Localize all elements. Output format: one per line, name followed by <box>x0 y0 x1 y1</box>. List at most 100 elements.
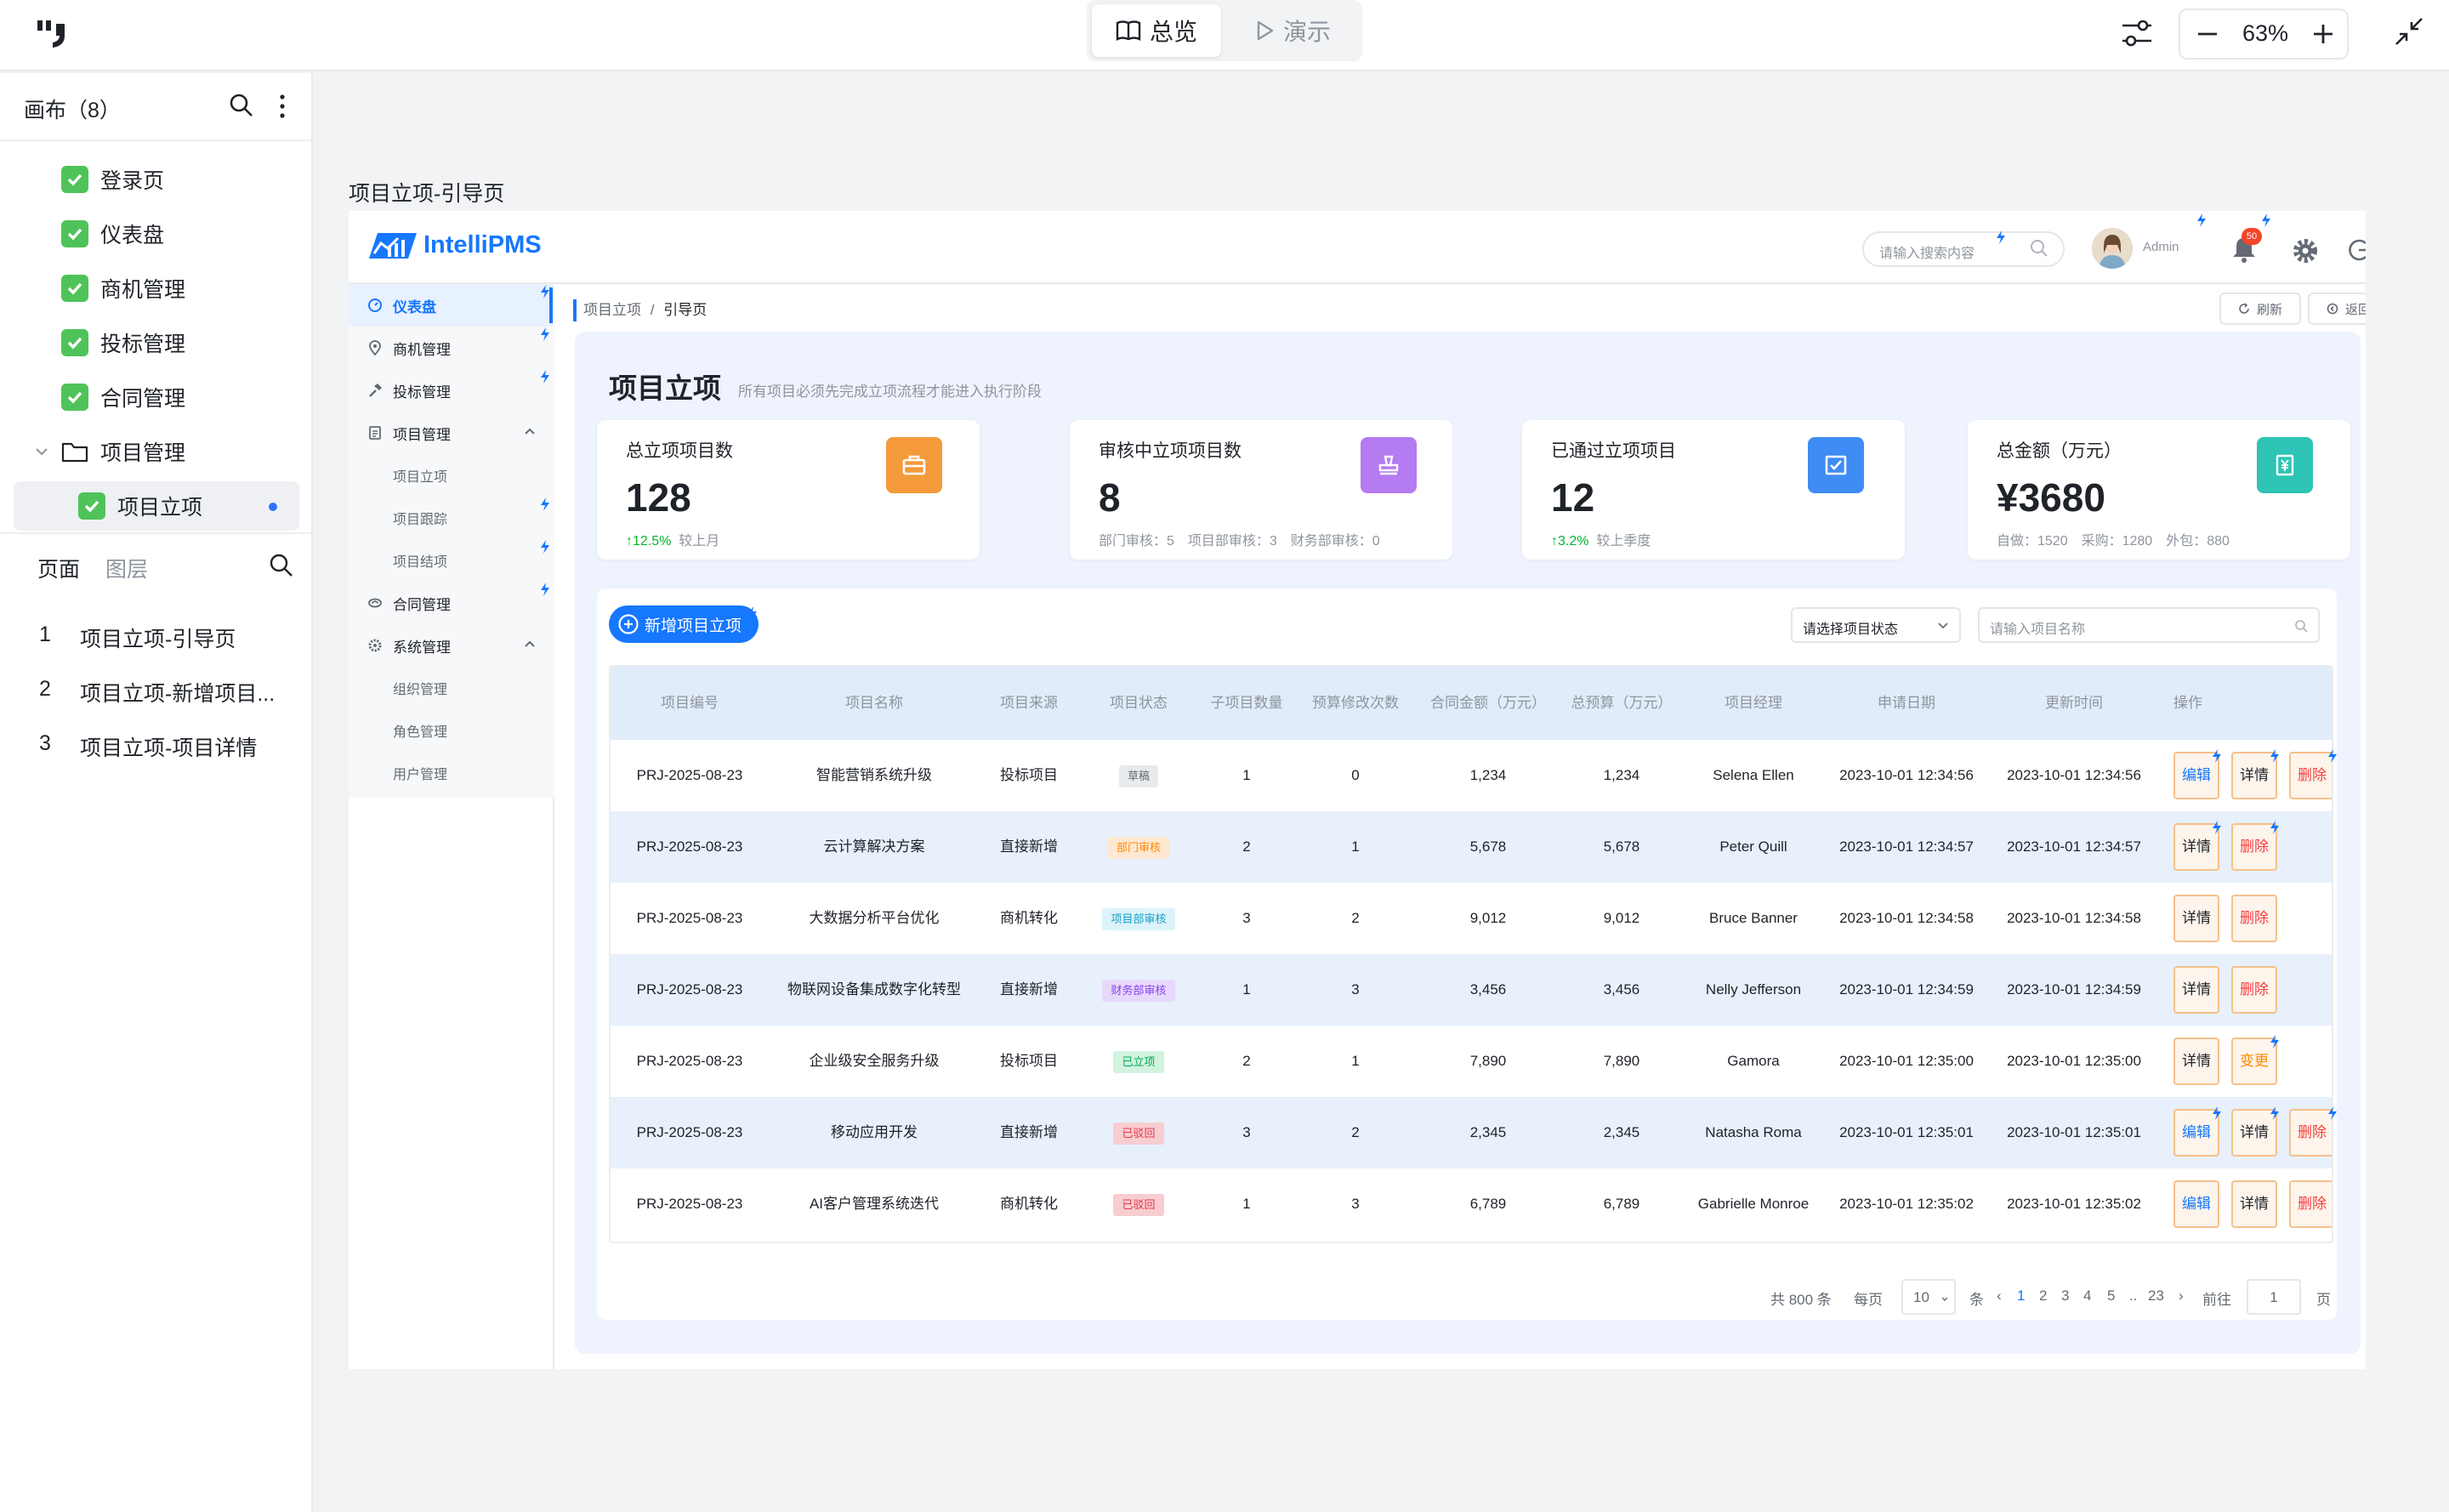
detail-button[interactable]: 详情 <box>2231 752 2277 799</box>
zoom-level[interactable]: 63% <box>2242 20 2289 46</box>
column-header[interactable]: 子项目数量 <box>1210 695 1283 711</box>
refresh-button[interactable]: 刷新 <box>2219 293 2301 325</box>
global-search-input[interactable]: 请输入搜索内容 <box>1862 231 2065 267</box>
search-icon[interactable] <box>228 92 255 119</box>
page-link[interactable]: 5 <box>2107 1287 2116 1304</box>
page-link[interactable]: 23 <box>2148 1287 2164 1304</box>
table-row[interactable]: PRJ-2025-08-23 企业级安全服务升级 投标项目 已立项 2 1 7,… <box>611 1026 2332 1097</box>
menu-item-bidding[interactable]: 投标管理 <box>349 369 553 412</box>
cell-status: 项目部审核 <box>1078 883 1199 954</box>
menu-item-org[interactable]: 组织管理 <box>349 667 553 709</box>
table-row[interactable]: PRJ-2025-08-23 智能营销系统升级 投标项目 草稿 1 0 1,23… <box>611 740 2332 811</box>
search-icon[interactable] <box>2294 619 2308 633</box>
search-icon[interactable] <box>2029 238 2049 259</box>
stat-card-total: 总立项项目数 128 ↑12.5% 较上月 <box>597 420 980 560</box>
delete-button[interactable]: 删除 <box>2231 895 2277 942</box>
column-header[interactable]: 更新时间 <box>2045 695 2103 711</box>
detail-button[interactable]: 详情 <box>2173 1037 2219 1085</box>
tab-pages[interactable]: 页面 <box>37 558 81 582</box>
table-row[interactable]: PRJ-2025-08-23 AI客户管理系统迭代 商机转化 已驳回 1 3 6… <box>611 1168 2332 1240</box>
menu-item-system[interactable]: 系统管理 <box>349 624 553 667</box>
menu-label: 仪表盘 <box>393 298 436 315</box>
overview-button[interactable]: 总览 <box>1092 4 1221 57</box>
canvas-folder-project[interactable]: 项目管理 <box>0 427 311 476</box>
page-item[interactable]: 2 项目立项-新增项目... <box>0 663 311 714</box>
menu-item-user[interactable]: 用户管理 <box>349 752 553 794</box>
back-button[interactable]: 返回 <box>2308 293 2366 325</box>
avatar[interactable] <box>2092 228 2133 269</box>
delete-button[interactable]: 删除 <box>2289 1180 2332 1228</box>
delete-button[interactable]: 删除 <box>2289 752 2332 799</box>
canvas-item-project-approval[interactable]: 项目立项 <box>14 481 299 531</box>
column-header[interactable]: 项目编号 <box>661 695 719 711</box>
change-button[interactable]: 变更 <box>2231 1037 2277 1085</box>
more-vertical-icon[interactable] <box>272 92 293 121</box>
tab-layers[interactable]: 图层 <box>105 558 149 582</box>
present-button[interactable]: 演示 <box>1228 4 1357 57</box>
detail-button[interactable]: 详情 <box>2231 1180 2277 1228</box>
detail-button[interactable]: 详情 <box>2173 966 2219 1014</box>
canvas-item-dashboard[interactable]: 仪表盘 <box>0 209 311 259</box>
column-header[interactable]: 申请日期 <box>1878 695 1935 711</box>
edit-button[interactable]: 编辑 <box>2173 1109 2219 1157</box>
chevron-up-icon[interactable] <box>524 638 536 650</box>
column-header[interactable]: 项目经理 <box>1725 695 1782 711</box>
canvas-item-opportunity[interactable]: 商机管理 <box>0 264 311 313</box>
menu-item-project[interactable]: 项目管理 <box>349 412 553 454</box>
menu-item-contract[interactable]: 合同管理 <box>349 582 553 624</box>
column-header[interactable]: 项目来源 <box>1000 695 1058 711</box>
add-project-button[interactable]: 新增项目立项 <box>609 605 759 643</box>
edit-button[interactable]: 编辑 <box>2173 1180 2219 1228</box>
chevron-down-icon[interactable] <box>34 444 49 459</box>
canvas-item-contract[interactable]: 合同管理 <box>0 372 311 422</box>
page-item[interactable]: 1 项目立项-引导页 <box>0 609 311 660</box>
project-name-input[interactable]: 请输入项目名称 <box>1978 607 2320 643</box>
table-row[interactable]: PRJ-2025-08-23 物联网设备集成数字化转型 直接新增 财务部审核 1… <box>611 954 2332 1026</box>
menu-item-role[interactable]: 角色管理 <box>349 709 553 752</box>
detail-button[interactable]: 详情 <box>2231 1109 2277 1157</box>
user-name[interactable]: Admin <box>2143 240 2179 254</box>
page-link[interactable]: 3 <box>2061 1287 2070 1304</box>
page-item[interactable]: 3 项目立项-项目详情 <box>0 718 311 769</box>
app-logo-icon[interactable] <box>34 17 71 53</box>
detail-button[interactable]: 详情 <box>2173 823 2219 871</box>
delete-button[interactable]: 删除 <box>2231 966 2277 1014</box>
next-page-icon[interactable]: › <box>2179 1287 2184 1304</box>
menu-item-project-approval[interactable]: 项目立项 <box>349 454 553 497</box>
menu-item-project-closing[interactable]: 项目结项 <box>349 539 553 582</box>
page-size-select[interactable]: 10 <box>1901 1279 1956 1315</box>
table-row[interactable]: PRJ-2025-08-23 云计算解决方案 直接新增 部门审核 2 1 5,6… <box>611 811 2332 883</box>
search-icon[interactable] <box>269 553 294 578</box>
menu-item-dashboard[interactable]: 仪表盘 <box>349 284 553 327</box>
menu-item-opportunity[interactable]: 商机管理 <box>349 327 553 369</box>
logout-icon[interactable] <box>2347 236 2366 264</box>
zoom-in-icon[interactable] <box>2311 22 2335 46</box>
settings-sliders-icon[interactable] <box>2117 14 2156 53</box>
goto-page-input[interactable]: 1 <box>2247 1279 2301 1315</box>
column-header[interactable]: 项目名称 <box>845 695 903 711</box>
page-link-current[interactable]: 1 <box>2017 1287 2026 1304</box>
canvas-item-bidding[interactable]: 投标管理 <box>0 318 311 367</box>
breadcrumb-parent[interactable]: 项目立项 <box>583 302 641 318</box>
zoom-out-icon[interactable] <box>2196 22 2219 46</box>
gear-icon[interactable] <box>2291 236 2320 265</box>
prev-page-icon[interactable]: ‹ <box>1997 1287 2002 1304</box>
delete-button[interactable]: 删除 <box>2289 1109 2332 1157</box>
column-header[interactable]: 预算修改次数 <box>1312 695 1399 711</box>
menu-item-project-tracking[interactable]: 项目跟踪 <box>349 497 553 539</box>
status-select[interactable]: 请选择项目状态 <box>1791 607 1961 643</box>
table-row[interactable]: PRJ-2025-08-23 大数据分析平台优化 商机转化 项目部审核 3 2 … <box>611 883 2332 954</box>
page-link[interactable]: 4 <box>2083 1287 2092 1304</box>
table-row[interactable]: PRJ-2025-08-23 移动应用开发 直接新增 已驳回 3 2 2,345… <box>611 1097 2332 1168</box>
column-header[interactable]: 总预算（万元） <box>1571 695 1673 711</box>
edit-button[interactable]: 编辑 <box>2173 752 2219 799</box>
column-header[interactable]: 项目状态 <box>1110 695 1168 711</box>
column-header[interactable]: 合同金额（万元） <box>1430 695 1546 711</box>
delete-button[interactable]: 删除 <box>2231 823 2277 871</box>
detail-button[interactable]: 详情 <box>2173 895 2219 942</box>
frame-label[interactable]: 项目立项-引导页 <box>349 182 505 206</box>
page-link[interactable]: 2 <box>2039 1287 2048 1304</box>
chevron-up-icon[interactable] <box>524 425 536 437</box>
canvas-item-login[interactable]: 登录页 <box>0 155 311 204</box>
collapse-icon[interactable] <box>2391 14 2427 49</box>
